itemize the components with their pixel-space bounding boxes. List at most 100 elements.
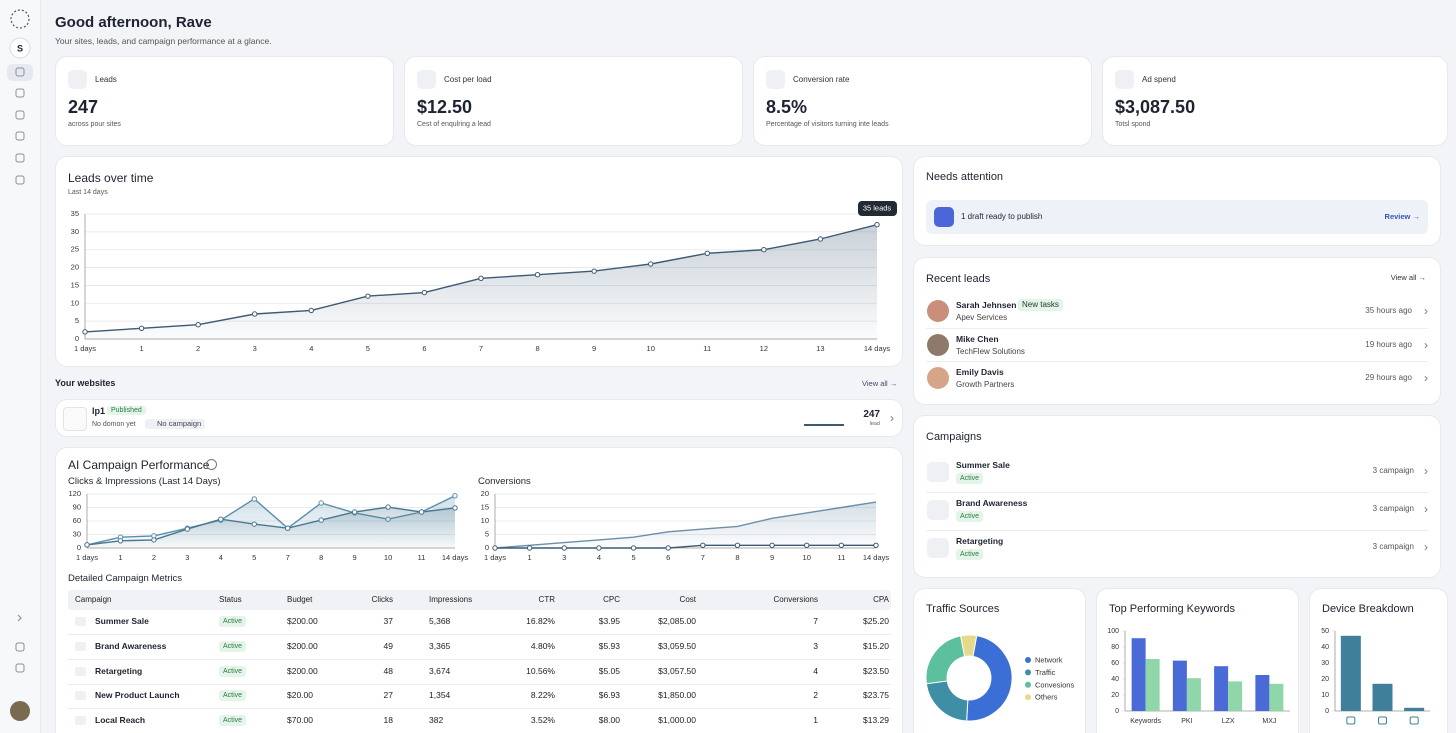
stat-value: $3,087.50: [1115, 97, 1196, 117]
chevron[interactable]: [1424, 338, 1428, 352]
campaigns-card: Campaigns Summer Sale Active 3 campaign Bran…: [913, 415, 1441, 578]
table-cell: $23.50: [863, 665, 889, 676]
table-cell: $8.00: [598, 715, 620, 726]
table-cell: $2,085.00: [658, 616, 696, 626]
chevron[interactable]: [1424, 540, 1428, 554]
leads-card: Leads over time Last 14 days: [55, 156, 903, 367]
table-cell: $3.95: [598, 616, 620, 626]
chevron[interactable]: [1424, 502, 1428, 516]
sparkline: [804, 424, 844, 426]
chart-title: Top Performing Keywords: [1109, 603, 1235, 615]
table-cell: $15.20: [863, 640, 889, 651]
column-header: Campaign: [75, 595, 112, 604]
stat-note: Percentage of visitors turning inte lead…: [766, 121, 889, 128]
lead-avatar: [927, 300, 949, 322]
table-cell: 2: [813, 690, 818, 701]
lead-time: 35 hours ago: [1365, 306, 1412, 315]
row-icon: [75, 716, 86, 726]
stat-card: Leads 247 across pour sites: [55, 56, 394, 146]
campaign-name: Summer Sale: [95, 616, 149, 626]
table-cell: $3,059.50: [658, 640, 696, 651]
subtitle: Your sites, leads, and campaign performa…: [55, 36, 272, 46]
campaign-name: Retargeting: [95, 665, 143, 676]
table-cell: $1,000.00: [658, 715, 696, 726]
table-cell: $5.93: [598, 640, 620, 651]
keywords-card: Top Performing Keywords: [1096, 588, 1299, 733]
stat-note: across pour sites: [68, 121, 121, 128]
sidebar: [0, 0, 41, 733]
table-cell: $25.20: [863, 616, 889, 626]
campaign-name: Summer Sale: [956, 460, 1010, 470]
stat-icon: [417, 70, 436, 89]
lead-name: Mike Chen: [956, 333, 999, 344]
campaign-badge: No campaign: [145, 419, 206, 429]
table-cell: 3,365: [429, 640, 451, 651]
row-divider: [926, 530, 1428, 531]
lead-time: 19 hours ago: [1365, 339, 1412, 349]
stat-label: Ad spend: [1142, 75, 1176, 84]
campaign-count: 3 campaign: [1372, 542, 1414, 551]
chevron[interactable]: [1424, 464, 1428, 478]
view-all[interactable]: View all: [1391, 274, 1426, 282]
table-cell: 4.80%: [530, 640, 555, 651]
review-link[interactable]: Review: [1385, 213, 1420, 221]
table-cell: $200.00: [287, 616, 318, 626]
greeting: Good afternoon, Rave: [55, 14, 212, 31]
row-divider: [68, 683, 891, 685]
stat-value: $12.50: [417, 97, 473, 117]
traffic-card: Traffic Sources: [913, 588, 1086, 733]
lead-time: 29 hours ago: [1365, 373, 1412, 382]
row-divider: [68, 708, 891, 710]
column-header: Status: [219, 595, 242, 604]
campaign-name: Retargeting: [956, 536, 1004, 546]
site-thumb: [63, 407, 87, 431]
chevron[interactable]: [1424, 371, 1428, 385]
table-cell: $1,850.00: [658, 690, 696, 701]
chevron[interactable]: [1424, 304, 1428, 318]
campaign-name: New Product Launch: [95, 690, 180, 701]
table-cell: $200.00: [287, 665, 318, 676]
lead-company: Apev Services: [956, 313, 1008, 322]
lead-company: TechFlew Solutions: [956, 346, 1025, 356]
table-cell: 18: [383, 715, 393, 726]
column-header: Impressions: [429, 595, 473, 604]
row-divider: [68, 634, 891, 635]
chart-title: Device Breakdown: [1322, 603, 1414, 615]
table-header: [68, 590, 891, 610]
row-divider: [926, 492, 1428, 493]
column-header: CPC: [603, 595, 620, 604]
row-icon: [75, 691, 86, 701]
needs-attention-card: Needs attention 1 draft ready to publish R…: [913, 156, 1441, 246]
column-header: CTR: [538, 595, 555, 604]
chevron[interactable]: [890, 411, 894, 425]
site-domain: No domon yet: [92, 421, 136, 428]
table-cell: 7: [813, 616, 818, 626]
row-icon: [75, 641, 86, 651]
table-cell: 1: [813, 715, 818, 726]
table-cell: $6.93: [598, 690, 620, 701]
stat-icon: [1115, 70, 1134, 89]
card-title: AI Campaign Performance: [68, 458, 210, 472]
table-cell: 382: [429, 715, 444, 726]
table-cell: $20.00: [287, 690, 313, 701]
view-all[interactable]: View all: [862, 380, 897, 388]
status-badge: Active: [219, 690, 247, 702]
campaign-name: Local Reach: [95, 715, 146, 726]
column-header: Clicks: [371, 595, 393, 604]
stat-card: Ad spend $3,087.50 Totsl spond: [1102, 56, 1448, 146]
campaign-name: Brand Awareness: [956, 498, 1028, 508]
card-title: Campaigns: [926, 431, 982, 443]
website-card: lp1 Published No domon yet No campaign 247 le…: [55, 399, 903, 437]
attention-item: 1 draft ready to publish Review: [926, 200, 1428, 234]
stat-icon: [68, 70, 87, 89]
section-title: Your websites: [55, 378, 116, 388]
device-card: Device Breakdown: [1309, 588, 1448, 733]
status-badge: Active: [956, 511, 984, 522]
attention-message: 1 draft ready to publish: [961, 212, 1043, 221]
column-header: Conversions: [773, 595, 818, 604]
campaign-icon: [927, 462, 949, 482]
draft-icon: [934, 207, 954, 227]
column-header: Cost: [679, 595, 696, 604]
stat-card: Cost per load $12.50 Cest of enqulring a l…: [404, 56, 743, 146]
